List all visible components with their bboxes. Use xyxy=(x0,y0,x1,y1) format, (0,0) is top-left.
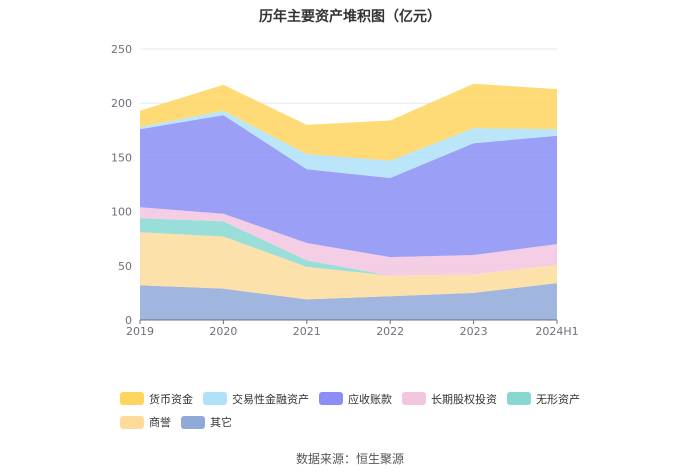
area-无形资产[interactable] xyxy=(140,218,557,276)
x-tick-label: 2019 xyxy=(126,325,154,338)
legend-swatch xyxy=(120,415,144,429)
y-tick-label: 0 xyxy=(125,314,132,327)
area-series xyxy=(140,83,557,320)
legend-item[interactable]: 其它 xyxy=(181,415,232,429)
legend-label: 无形资产 xyxy=(536,392,580,406)
x-tick-label: 2020 xyxy=(209,325,237,338)
area-应收账款[interactable] xyxy=(140,115,557,258)
chart-title: 历年主要资产堆积图（亿元） xyxy=(259,9,441,25)
area-长期股权投资[interactable] xyxy=(140,207,557,276)
area-商誉[interactable] xyxy=(140,232,557,300)
legend-item[interactable]: 长期股权投资 xyxy=(402,392,497,406)
data-source: 数据来源：恒生聚源 xyxy=(295,452,404,466)
legend-swatch xyxy=(319,392,343,405)
legend-label: 应收账款 xyxy=(348,392,392,406)
legend-label: 交易性金融资产 xyxy=(232,392,309,406)
legend: 货币资金 交易性金融资产 应收账款 长期股权投资 无形资产商誉 其它 xyxy=(120,390,600,437)
legend-swatch xyxy=(181,415,205,429)
legend-swatch xyxy=(507,392,531,405)
y-tick-label: 100 xyxy=(111,206,132,219)
x-tick-label: 2022 xyxy=(376,325,404,338)
legend-label: 商誉 xyxy=(149,416,171,429)
legend-swatch xyxy=(402,392,426,405)
x-tick-label: 2023 xyxy=(460,325,488,338)
x-tick-label: 2021 xyxy=(293,325,321,338)
legend-swatch xyxy=(120,392,144,405)
y-tick-label: 150 xyxy=(111,151,132,164)
legend-label: 其它 xyxy=(210,416,232,429)
legend-label: 长期股权投资 xyxy=(431,392,497,406)
x-tick-label: 2024H1 xyxy=(535,325,578,338)
area-交易性金融资产[interactable] xyxy=(140,110,557,178)
axes: 0 50 100 150 200 250 2019 2020 2021 2022 2023 2024H… xyxy=(111,43,579,338)
y-tick-label: 50 xyxy=(118,260,132,273)
legend-label: 货币资金 xyxy=(149,392,193,406)
y-tick-label: 200 xyxy=(111,97,132,110)
area-其它[interactable] xyxy=(140,283,557,320)
legend-item[interactable]: 货币资金 xyxy=(120,392,193,406)
legend-swatch xyxy=(203,392,227,405)
legend-item[interactable]: 商誉 xyxy=(120,415,171,429)
legend-item[interactable]: 交易性金融资产 xyxy=(203,392,309,406)
legend-item[interactable]: 无形资产 xyxy=(507,392,580,406)
legend-item[interactable]: 应收账款 xyxy=(319,392,392,406)
stacked-area-chart: 0 50 100 150 200 250 2019 2020 2021 2022 2023 2024H… xyxy=(111,43,579,338)
y-tick-label: 250 xyxy=(111,43,132,56)
area-货币资金[interactable] xyxy=(140,83,557,161)
